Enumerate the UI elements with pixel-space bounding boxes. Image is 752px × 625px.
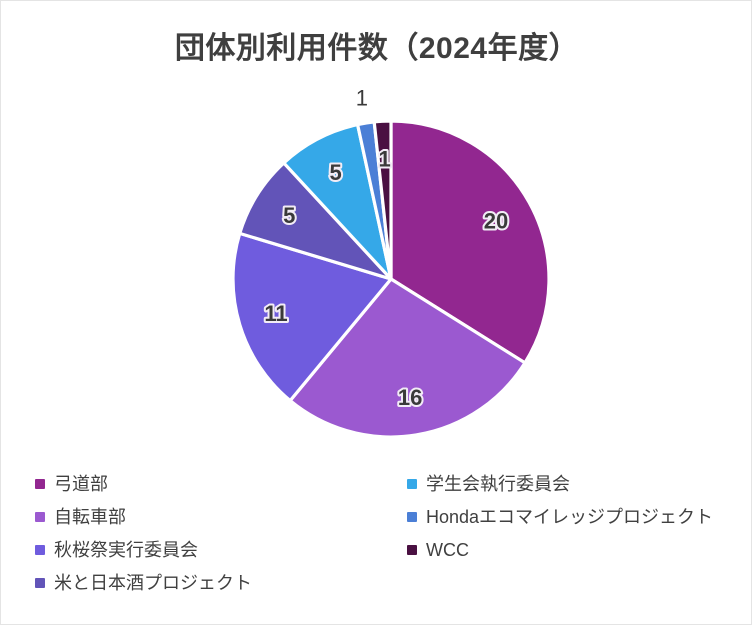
pie-slice[interactable]	[282, 122, 393, 281]
legend-swatch-icon	[407, 544, 417, 555]
legend-item[interactable]: 自転車部	[35, 500, 407, 533]
chart-title: 団体別利用件数（2024年度）	[174, 32, 580, 65]
pie-slice[interactable]	[238, 161, 393, 281]
legend-item[interactable]: 秋桜祭実行委員会	[35, 533, 407, 566]
pie-slice-value-label: 1	[356, 86, 368, 111]
pie-slice[interactable]	[288, 277, 527, 439]
legend-item[interactable]: Hondaエコマイレッジプロジェクト	[407, 500, 735, 533]
legend-item[interactable]: 米と日本酒プロジェクト	[35, 566, 407, 599]
legend-item-label: Hondaエコマイレッジプロジェクト	[426, 506, 714, 527]
legend-item-label: 学生会執行委員会	[426, 473, 570, 494]
legend-item[interactable]: 学生会執行委員会	[407, 467, 735, 500]
legend-item[interactable]: 弓道部	[35, 467, 407, 500]
legend-item-label: 米と日本酒プロジェクト	[54, 572, 252, 593]
legend-swatch-icon	[35, 478, 45, 489]
pie-slice[interactable]	[231, 231, 393, 403]
pie-slice-value-label: 1	[378, 147, 390, 172]
chart-legend: 弓道部 学生会執行委員会自転車部 Hondaエコマイレッジプロジェクト秋桜祭実行委員…	[35, 467, 735, 599]
pie-slice-group	[231, 119, 551, 439]
legend-swatch-icon	[35, 544, 45, 555]
pie-slice-value-label: 5	[330, 160, 342, 185]
legend-item-label: 秋桜祭実行委員会	[54, 539, 198, 560]
legend-item-label: 弓道部	[54, 473, 108, 494]
legend-item-label: WCC	[426, 539, 469, 560]
legend-swatch-icon	[35, 511, 45, 522]
pie-plot-area: 20 16 11 5 5 1 1	[1, 81, 751, 451]
legend-swatch-icon	[407, 478, 417, 489]
pie-slice[interactable]	[372, 119, 393, 281]
pie-slice-value-label: 5	[283, 203, 295, 228]
pie-slice-value-label: 11	[264, 301, 287, 326]
legend-swatch-icon	[407, 511, 417, 522]
pie-slice-value-label: 20	[484, 208, 508, 233]
pie-slice-value-label: 16	[398, 385, 422, 410]
legend-item-label: 自転車部	[54, 506, 126, 527]
legend-swatch-icon	[35, 577, 45, 588]
legend-item[interactable]: WCC	[407, 533, 735, 566]
legend-item-empty	[407, 566, 735, 599]
